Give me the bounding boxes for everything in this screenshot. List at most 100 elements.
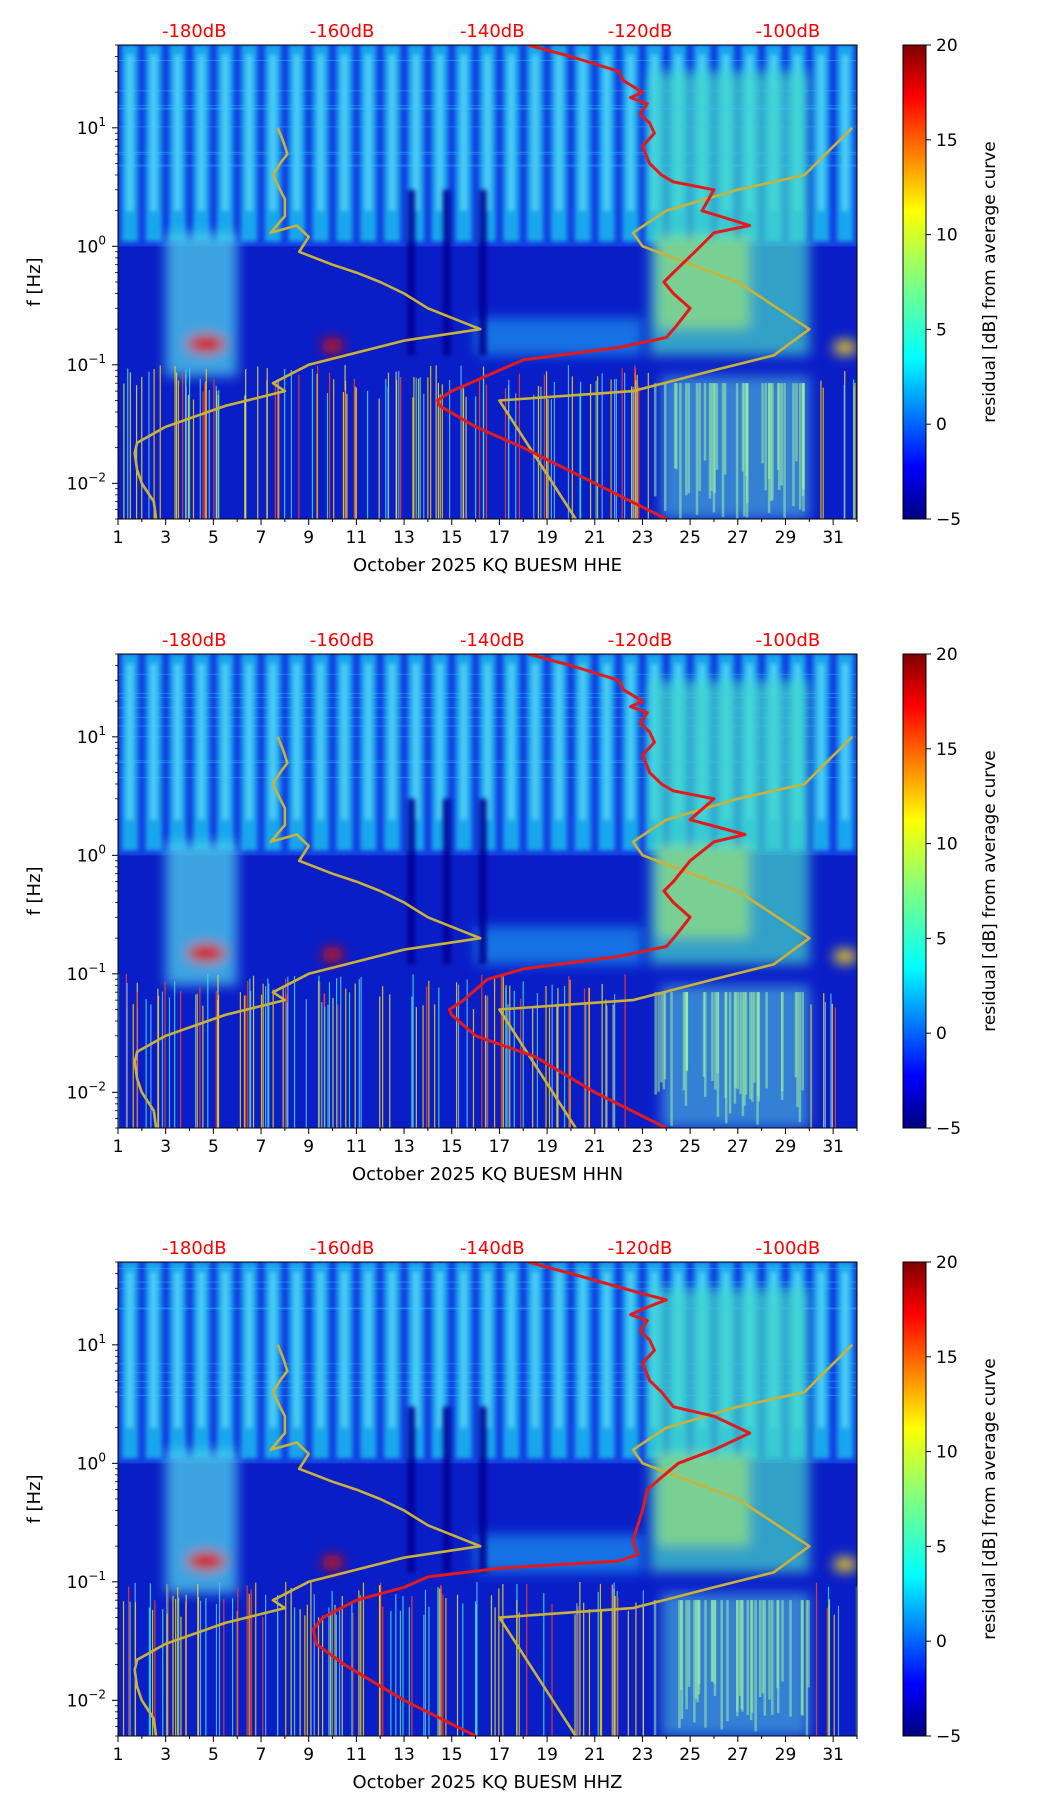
- colorbar-tick-label: 20: [936, 36, 958, 56]
- y-tick-label: 101: [77, 1332, 106, 1356]
- daily-column-core: [412, 1272, 419, 1428]
- hotspot: [833, 339, 857, 356]
- microseism-band: [165, 841, 857, 986]
- psd-curve: [312, 1262, 752, 1736]
- colorbar-gradient: [902, 1261, 927, 1737]
- daily-column-core: [269, 1272, 276, 1428]
- top-db-label: -160dB: [310, 21, 375, 42]
- colorbar: −5 0 5 10 15 20 residual [dB] from average cur…: [902, 1253, 1000, 1747]
- colorbar-tick-label: 10: [936, 226, 958, 246]
- daily-column-core: [293, 55, 300, 211]
- top-db-label: -160dB: [310, 1238, 375, 1259]
- colorbar-tick-label: 15: [936, 740, 958, 760]
- x-tick-label: 17: [489, 1137, 511, 1157]
- overlay-curves: [133, 45, 854, 519]
- y-tick-label: 10−1: [67, 961, 106, 985]
- microseism-patch: [165, 1449, 238, 1594]
- colorbar-tick-label: −5: [936, 1727, 961, 1747]
- x-tick-label: 31: [822, 1137, 844, 1157]
- top-db-label: -120dB: [608, 630, 673, 651]
- quiet-gap: [478, 189, 487, 356]
- daily-column-core: [341, 664, 348, 820]
- lowfreq-spikes: [123, 364, 856, 519]
- daily-column-core: [198, 55, 205, 211]
- daily-column-core: [579, 55, 586, 211]
- x-tick-label: 7: [256, 1137, 267, 1157]
- y-axis-label: f [Hz]: [24, 866, 45, 915]
- colorbar-tick-label: 10: [936, 1443, 958, 1463]
- spectrogram-heatmap: [118, 45, 857, 519]
- daily-column-core: [198, 1272, 205, 1428]
- daily-column-core: [412, 55, 419, 211]
- colorbar-gradient: [902, 44, 927, 520]
- daily-column-core: [579, 1272, 586, 1428]
- x-tick-label: 19: [536, 528, 558, 548]
- noise-model-high-curve: [498, 735, 854, 1128]
- top-db-labels: -180dB -160dB -140dB -120dB -100dB: [162, 1238, 820, 1259]
- quiet-gap: [407, 1406, 416, 1573]
- x-tick-label: 15: [441, 1137, 463, 1157]
- x-tick-label: 1: [113, 1137, 124, 1157]
- x-tick-label: 9: [303, 528, 314, 548]
- y-tick-label: 10−2: [67, 1079, 106, 1103]
- overlay-curves: [133, 1262, 854, 1736]
- x-tick-label: 7: [256, 1745, 267, 1765]
- x-tick-label: 3: [160, 1745, 171, 1765]
- quiet-gap: [442, 189, 451, 356]
- x-tick-label: 29: [775, 1745, 797, 1765]
- quiet-gaps: [407, 189, 487, 356]
- y-axis: 10−2 10−1 100 101 f [Hz]: [24, 653, 118, 1129]
- daily-column-core: [436, 664, 443, 820]
- daily-column-core: [246, 664, 253, 820]
- x-tick-label: 5: [208, 528, 219, 548]
- x-tick-label: 25: [679, 528, 701, 548]
- colorbar: −5 0 5 10 15 20 residual [dB] from average cur…: [902, 36, 1000, 530]
- daily-column-core: [842, 55, 849, 211]
- hotspot: [833, 1556, 857, 1573]
- daily-column-core: [556, 1272, 563, 1428]
- x-tick-label: 31: [822, 1745, 844, 1765]
- daily-column-core: [389, 55, 396, 211]
- top-db-label: -160dB: [310, 630, 375, 651]
- daily-column-core: [627, 664, 634, 820]
- daily-column-core: [436, 55, 443, 211]
- colorbar-tick-label: 15: [936, 131, 958, 151]
- x-tick-label: 9: [303, 1137, 314, 1157]
- noisy-region-core: [656, 236, 750, 330]
- daily-column-core: [365, 55, 372, 211]
- noise-model-low-curve: [133, 736, 482, 1128]
- x-tick-label: 27: [727, 528, 749, 548]
- daily-column-core: [818, 55, 825, 211]
- daily-column-core: [293, 1272, 300, 1428]
- hotspot: [186, 1550, 227, 1571]
- daily-column-core: [508, 664, 515, 820]
- daily-column-core: [484, 664, 491, 820]
- daily-column-core: [460, 55, 467, 211]
- daily-column-core: [484, 1272, 491, 1428]
- microseism-patch: [165, 841, 238, 986]
- noise-model-high-curve: [498, 126, 854, 519]
- x-tick-label: 23: [632, 1745, 654, 1765]
- x-tick-label: 29: [775, 528, 797, 548]
- y-tick-label: 101: [77, 724, 106, 748]
- daily-column-core: [389, 1272, 396, 1428]
- x-tick-label: 1: [113, 528, 124, 548]
- x-tick-label: 13: [393, 1745, 415, 1765]
- daily-column-core: [365, 664, 372, 820]
- colorbar-tick-label: 5: [936, 320, 947, 340]
- y-tick-label: 100: [77, 1450, 106, 1474]
- x-tick-label: 3: [160, 1137, 171, 1157]
- x-tick-label: 13: [393, 528, 415, 548]
- x-tick-label: 27: [727, 1137, 749, 1157]
- quiet-gaps: [407, 798, 487, 965]
- x-tick-label: 5: [208, 1137, 219, 1157]
- y-tick-label: 10−2: [67, 1687, 106, 1711]
- x-tick-label: 25: [679, 1137, 701, 1157]
- y-tick-label: 10−2: [67, 470, 106, 494]
